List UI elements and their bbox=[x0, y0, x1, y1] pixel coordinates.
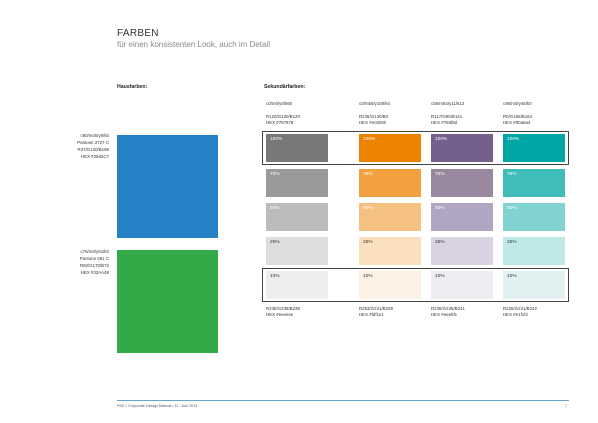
swatch-c3-t4: 10% bbox=[503, 271, 565, 299]
swatch-c1-t1-label: 75% bbox=[363, 172, 373, 177]
hausfarbe-gruen-info: c76/m0/y91/k0 Pantone 361 C R50/G170/B72… bbox=[80, 248, 109, 276]
swatch-c1-t1: 75% bbox=[359, 169, 421, 197]
sek-col-1-rgb: R236/G130/B0 bbox=[359, 114, 389, 119]
sek-col-2-tint-hex: HEX #eeebf1 bbox=[431, 312, 458, 317]
page-title: FARBEN bbox=[117, 28, 159, 39]
hausfarbe-blau-cmyk: c80/m40/y0/k0 bbox=[80, 133, 109, 138]
swatch-c3-t2-label: 50% bbox=[507, 206, 517, 211]
sek-col-3-rgb: R0/G166/B164 bbox=[503, 114, 533, 119]
hausfarbe-gruen-hex: HEX #32AA48 bbox=[80, 270, 109, 275]
swatch-c3-t0-label: 100% bbox=[507, 137, 520, 142]
hausfarbe-blau-hex: HEX #2582C7 bbox=[80, 154, 109, 159]
sek-col-2-cmyk: c55/m64/y11/k13 bbox=[431, 101, 465, 106]
swatch-c3-t1-label: 75% bbox=[507, 172, 517, 177]
swatch-c2-t0-label: 100% bbox=[435, 137, 448, 142]
hausfarbe-blau-info: c80/m40/y0/k0 Pantone 2727 C R37/G130/B1… bbox=[77, 132, 109, 160]
swatch-c2-t4-label: 10% bbox=[435, 274, 445, 279]
hausfarbe-blau-swatch bbox=[117, 135, 218, 238]
hausfarbe-gruen-rgb: R50/G170/B72 bbox=[79, 263, 109, 268]
sek-col-3-cmyk: c95/m0/y45/k0 bbox=[503, 101, 532, 106]
sek-col-0-head: c0/m0/y0/k60 R120/G120/B120 HEX #787878 bbox=[266, 101, 300, 126]
swatch-c3-t3-label: 25% bbox=[507, 240, 517, 245]
sekundaerfarben-label: Sekundärfarben: bbox=[264, 84, 306, 90]
swatch-c3-t4-label: 10% bbox=[507, 274, 517, 279]
page-number: 7 bbox=[565, 404, 568, 408]
swatch-c2-t0: 100% bbox=[431, 134, 493, 162]
sek-col-2-hex: HEX #755f8d bbox=[431, 120, 458, 125]
sek-col-3-hex: HEX #00a6a4 bbox=[503, 120, 531, 125]
sek-col-0-cmyk: c0/m0/y0/k60 bbox=[266, 101, 293, 106]
swatch-c0-t0-label: 100% bbox=[270, 137, 283, 142]
swatch-c3-t1: 75% bbox=[503, 169, 565, 197]
swatch-c1-t3: 25% bbox=[359, 237, 421, 265]
sek-col-1-tint-rgb: R253/G241/B229 bbox=[359, 306, 393, 311]
sek-col-1-cmyk: c0/m55/y100/k0 bbox=[359, 101, 390, 106]
hausfarbe-gruen-swatch bbox=[117, 250, 218, 353]
swatch-c1-t0: 100% bbox=[359, 134, 421, 162]
swatch-c0-t2-label: 50% bbox=[270, 206, 280, 211]
swatch-c2-t3-label: 25% bbox=[435, 240, 445, 245]
sek-col-2-tint-rgb: R238/G235/B241 bbox=[431, 306, 465, 311]
sek-col-3-tint-rgb: R225/G241/B242 bbox=[503, 306, 537, 311]
sek-col-0-hex: HEX #787878 bbox=[266, 120, 294, 125]
sek-col-2-head: c55/m64/y11/k13 R117/G95/B141 HEX #755f8… bbox=[431, 101, 464, 126]
hausfarbe-gruen-cmyk: c76/m0/y91/k0 bbox=[80, 249, 109, 254]
sek-col-1-tint-info: R253/G241/B229 HEX #fdf1e1 bbox=[359, 306, 393, 318]
sek-col-1-hex: HEX #ec8200 bbox=[359, 120, 387, 125]
frame-100-row bbox=[262, 131, 569, 165]
swatch-c0-t1: 75% bbox=[266, 169, 328, 197]
hausfarbe-blau-pantone: Pantone 2727 C bbox=[77, 140, 109, 145]
swatch-c2-t2: 50% bbox=[431, 203, 493, 231]
page-subtitle: für einen konsistenten Look, auch im Det… bbox=[117, 40, 270, 49]
swatch-c1-t2: 50% bbox=[359, 203, 421, 231]
swatch-c3-t2: 50% bbox=[503, 203, 565, 231]
footer-rule bbox=[117, 400, 569, 401]
swatch-c2-t2-label: 50% bbox=[435, 206, 445, 211]
swatch-c0-t3: 25% bbox=[266, 237, 328, 265]
swatch-c2-t1-label: 75% bbox=[435, 172, 445, 177]
swatch-c0-t0: 100% bbox=[266, 134, 328, 162]
swatch-c1-t0-label: 100% bbox=[363, 137, 376, 142]
sek-col-1-tint-hex: HEX #fdf1e1 bbox=[359, 312, 384, 317]
swatch-c1-t2-label: 50% bbox=[363, 206, 373, 211]
sek-col-0-tint-rgb: R238/G238/B238 bbox=[266, 306, 300, 311]
swatch-c3-t0: 100% bbox=[503, 134, 565, 162]
sek-col-0-tint-info: R238/G238/B238 HEX #eeeeee bbox=[266, 306, 300, 318]
swatch-c2-t1: 75% bbox=[431, 169, 493, 197]
hausfarben-label: Hausfarben: bbox=[117, 84, 148, 90]
swatch-c0-t1-label: 75% bbox=[270, 172, 280, 177]
sek-col-3-head: c95/m0/y45/k0 R0/G166/B164 HEX #00a6a4 bbox=[503, 101, 532, 126]
swatch-c1-t4-label: 10% bbox=[363, 274, 373, 279]
sek-col-0-tint-hex: HEX #eeeeee bbox=[266, 312, 294, 317]
swatch-c3-t3: 25% bbox=[503, 237, 565, 265]
swatch-c0-t4-label: 10% bbox=[270, 274, 280, 279]
sek-col-2-tint-info: R238/G235/B241 HEX #eeebf1 bbox=[431, 306, 465, 318]
frame-10-row bbox=[262, 268, 569, 302]
sek-col-1-head: c0/m55/y100/k0 R236/G130/B0 HEX #ec8200 bbox=[359, 101, 390, 126]
swatch-c0-t4: 10% bbox=[266, 271, 328, 299]
swatch-c1-t4: 10% bbox=[359, 271, 421, 299]
swatch-c0-t3-label: 25% bbox=[270, 240, 280, 245]
hausfarbe-blau-rgb: R37/G130/B199 bbox=[77, 147, 110, 152]
swatch-c1-t3-label: 25% bbox=[363, 240, 373, 245]
sek-col-3-tint-info: R225/G241/B242 HEX #e1f1f2 bbox=[503, 306, 537, 318]
footer-text: PKE • Corporate Design Manual • 11. Juni… bbox=[117, 404, 198, 408]
sek-col-0-rgb: R120/G120/B120 bbox=[266, 114, 300, 119]
swatch-c2-t3: 25% bbox=[431, 237, 493, 265]
swatch-c2-t4: 10% bbox=[431, 271, 493, 299]
sek-col-3-tint-hex: HEX #e1f1f2 bbox=[503, 312, 528, 317]
hausfarbe-gruen-pantone: Pantone 361 C bbox=[79, 256, 109, 261]
swatch-c0-t2: 50% bbox=[266, 203, 328, 231]
sek-col-2-rgb: R117/G95/B141 bbox=[431, 114, 463, 119]
